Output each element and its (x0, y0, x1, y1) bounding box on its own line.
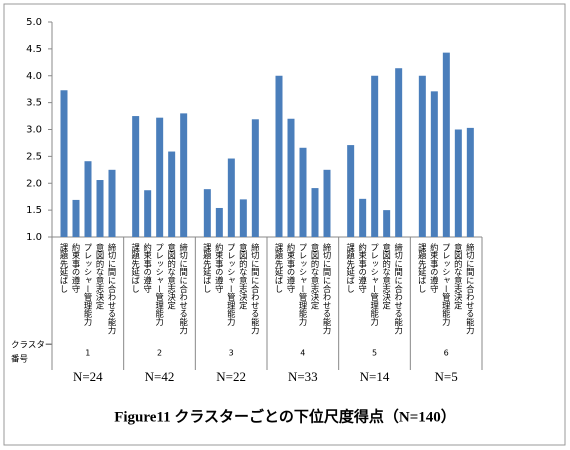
bar (108, 169, 116, 237)
item-label: 締切に間に合わせる能力 (179, 242, 189, 335)
n-label: N=14 (360, 369, 390, 384)
cluster-number: 6 (444, 349, 449, 358)
cluster-number: 2 (157, 349, 162, 358)
bar (239, 199, 247, 237)
bar (227, 158, 235, 237)
bar (299, 147, 307, 237)
item-label: 意図的な意志決定 (167, 242, 177, 310)
bar (418, 75, 426, 237)
item-label: 課題先延ばし (59, 242, 69, 293)
bar (132, 116, 140, 237)
n-label: N=42 (145, 369, 175, 384)
bar (454, 129, 462, 237)
y-tick-label: 4.5 (26, 44, 42, 55)
n-label: N=24 (73, 369, 103, 384)
cluster-label: 番号 (11, 354, 28, 365)
bar (72, 199, 80, 237)
y-tick-label: 3.5 (26, 98, 42, 109)
y-tick-label: 3.0 (26, 125, 42, 136)
bar (168, 151, 176, 237)
item-label: 課題先延ばし (131, 242, 141, 293)
bar (430, 91, 438, 238)
item-label: プレッシャー管理能力 (226, 243, 236, 327)
n-label: N=5 (435, 369, 458, 384)
bar (203, 189, 211, 237)
item-label: 約束事の遵守 (358, 242, 368, 293)
bar (371, 75, 379, 237)
item-label: 締切に間に合わせる能力 (465, 242, 475, 335)
bar (144, 190, 152, 237)
item-label: プレッシャー管理能力 (83, 243, 93, 327)
item-label: 課題先延ばし (202, 242, 212, 293)
y-tick-label: 1.5 (26, 205, 42, 216)
item-label: 締切に間に合わせる能力 (322, 242, 332, 335)
item-label: プレッシャー管理能力 (155, 243, 165, 327)
y-tick-label: 2.0 (26, 178, 42, 189)
bar (466, 127, 474, 237)
item-label: 課題先延ばし (346, 242, 356, 293)
item-label: プレッシャー管理能力 (298, 243, 308, 327)
bar (215, 207, 223, 237)
y-tick-label: 5.0 (26, 17, 42, 28)
n-label: N=22 (216, 369, 246, 384)
n-label: N=33 (288, 369, 318, 384)
bar (60, 90, 68, 237)
bar (180, 113, 188, 237)
item-label: 課題先延ばし (274, 242, 284, 293)
item-label: 意図的な意志決定 (238, 242, 248, 310)
y-tick-label: 2.5 (26, 151, 42, 162)
bar (84, 161, 92, 237)
bar (156, 117, 164, 237)
item-label: 意図的な意志決定 (95, 242, 105, 310)
item-label: 締切に間に合わせる能力 (394, 242, 404, 335)
item-label: プレッシャー管理能力 (370, 243, 380, 327)
item-label: 約束事の遵守 (286, 242, 296, 293)
bar (347, 145, 355, 237)
item-label: 締切に間に合わせる能力 (250, 242, 260, 335)
cluster-number: 5 (372, 349, 377, 358)
bar (287, 118, 295, 237)
cluster-label: クラスター (11, 341, 53, 351)
item-label: 締切に間に合わせる能力 (107, 242, 117, 335)
bar (275, 75, 283, 237)
chart-title: Figure11 クラスターごとの下位尺度得点（N=140） (114, 407, 456, 425)
bar (359, 198, 367, 237)
item-label: 意図的な意志決定 (382, 242, 392, 310)
item-label: 約束事の遵守 (214, 242, 224, 293)
item-label: 約束事の遵守 (429, 242, 439, 293)
bar (251, 119, 259, 237)
bar (323, 169, 331, 237)
bar (311, 188, 319, 237)
y-tick-label: 4.0 (26, 71, 42, 82)
bar (96, 180, 104, 237)
item-label: 課題先延ばし (417, 242, 427, 293)
cluster-number: 3 (229, 349, 234, 358)
item-label: 意図的な意志決定 (453, 242, 463, 310)
cluster-number: 1 (85, 349, 90, 358)
item-label: 約束事の遵守 (71, 242, 81, 293)
cluster-number: 4 (300, 349, 305, 358)
y-tick-label: 1.0 (26, 232, 42, 243)
bar (383, 210, 391, 237)
bar (395, 68, 403, 237)
item-label: プレッシャー管理能力 (441, 243, 451, 327)
bar (442, 52, 450, 238)
item-label: 意図的な意志決定 (310, 242, 320, 310)
item-label: 約束事の遵守 (143, 242, 153, 293)
